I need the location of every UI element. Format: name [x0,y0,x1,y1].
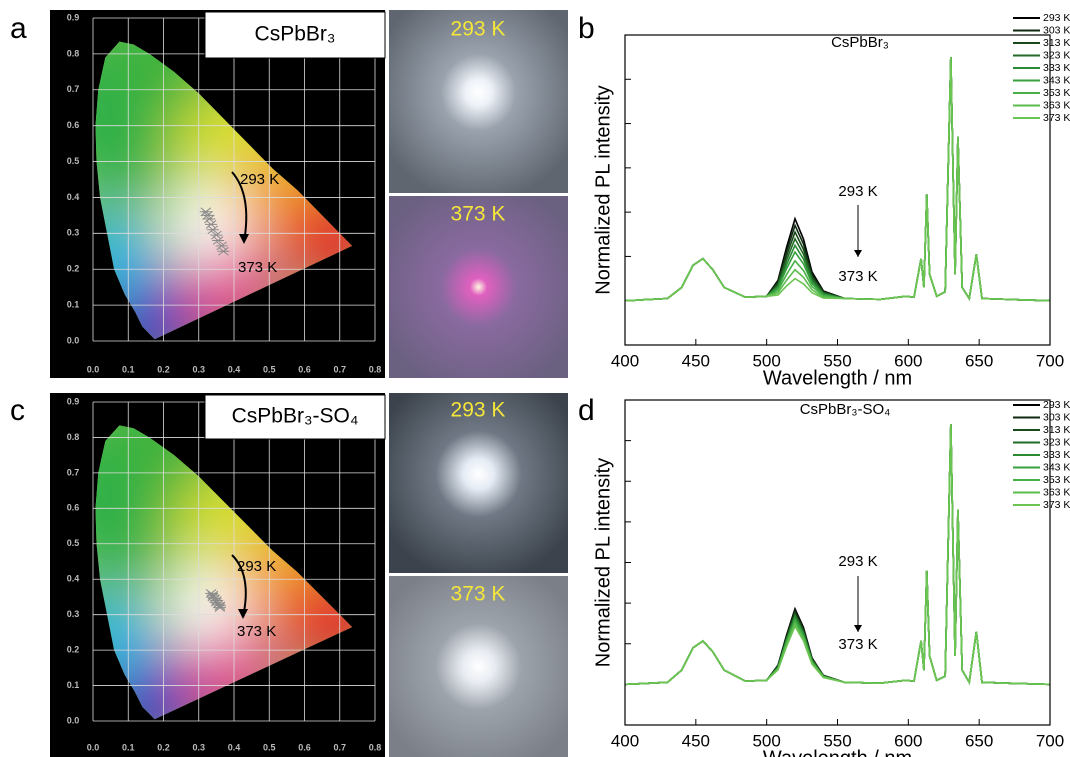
legend-label: 293 K [1043,12,1070,24]
x-tick-label: 0.6 [298,742,311,752]
y-tick-label: 0.6 [67,503,80,513]
legend-label: 313 K [1043,424,1070,436]
legend-label: 323 K [1043,436,1070,448]
x-tick-label: 0.7 [333,364,346,374]
y-tick-label: 0.0 [67,335,80,345]
y-tick-label: 0.8 [67,48,80,58]
x-tick-label: 650 [965,731,993,750]
panel-label: a [10,12,27,45]
chart-title: CsPbBr₃ [255,23,336,46]
y-tick-label: 0.9 [67,396,80,406]
photo-label: 373 K [451,583,506,606]
photo-label: 373 K [451,203,506,226]
x-tick-label: 450 [682,731,710,750]
legend-label: 373 K [1043,112,1070,124]
legend-label: 353 K [1043,87,1070,99]
y-tick-label: 0.2 [67,644,80,654]
legend-label: 303 K [1043,411,1070,423]
panel-label: b [578,12,595,45]
annotation: 293 K [240,171,279,188]
y-tick-label: 0.5 [67,538,80,548]
legend-label: 363 K [1043,99,1070,111]
x-tick-label: 0.3 [192,364,205,374]
legend-label: 373 K [1043,499,1070,511]
x-tick-label: 0.3 [192,742,205,752]
y-tick-label: 0.3 [67,228,80,238]
y-tick-label: 0.9 [67,12,80,22]
legend-label: 343 K [1043,461,1070,473]
y-axis-label: Normalized PL intensity [592,85,614,294]
annotation: 373 K [237,623,276,640]
photo-led [389,10,568,757]
annotation: 293 K [838,183,877,200]
annotation: 293 K [838,553,877,570]
spectrum-line [625,57,1050,301]
x-tick-label: 700 [1036,351,1064,370]
x-tick-label: 0.7 [333,742,346,752]
chart-title: CsPbBr₃-SO₄ [800,401,891,418]
x-tick-label: 0.1 [122,742,135,752]
y-tick-label: 0.7 [67,84,80,94]
y-tick-label: 0.5 [67,156,80,166]
x-tick-label: 0.0 [87,742,100,752]
spectrum-line [625,57,1050,301]
legend-label: 343 K [1043,74,1070,86]
annotation: 373 K [838,636,877,653]
panel-label: d [578,394,595,427]
y-tick-label: 0.4 [67,574,80,584]
x-tick-label: 700 [1036,731,1064,750]
legend-label: 323 K [1043,49,1070,61]
x-tick-label: 0.5 [263,364,276,374]
spectrum-line [625,57,1050,301]
y-tick-label: 0.6 [67,120,80,130]
x-tick-label: 0.2 [157,742,170,752]
spectrum-line [625,57,1050,301]
legend-label: 333 K [1043,62,1070,74]
y-tick-label: 0.1 [67,680,80,690]
x-tick-label: 0.4 [228,742,241,752]
x-tick-label: 0.8 [369,364,382,374]
spectrum-line [625,57,1050,301]
y-tick-label: 0.4 [67,192,80,202]
annotation: 373 K [838,268,877,285]
photo-label: 293 K [451,399,506,422]
spectrum-line [625,57,1050,301]
figure: 293 K 373 K 293 K 373 K a b c d 0.0 0.1 0.… [0,0,1070,757]
x-tick-label: 400 [611,731,639,750]
y-tick-label: 0.2 [67,264,80,274]
legend-label: 313 K [1043,37,1070,49]
x-tick-label: 650 [965,351,993,370]
x-axis-label: Wavelength / nm [763,747,912,757]
y-tick-label: 0.8 [67,432,80,442]
x-tick-label: 0.0 [87,364,100,374]
y-tick-label: 0.1 [67,299,80,309]
x-tick-label: 400 [611,351,639,370]
panel-label: c [10,394,25,427]
x-axis-label: Wavelength / nm [763,367,912,389]
photo-label: 293 K [451,18,506,41]
x-tick-label: 0.6 [298,364,311,374]
arrow-head [854,250,862,257]
spectrum-line [625,57,1050,301]
legend-label: 363 K [1043,486,1070,498]
chart-title: CsPbBr₃-SO₄ [232,405,359,428]
x-tick-label: 0.5 [263,742,276,752]
spectrum-line [625,57,1050,301]
annotation: 293 K [237,558,276,575]
annotation: 373 K [238,259,277,276]
chart-title: CsPbBr₃ [831,34,889,51]
x-tick-label: 0.2 [157,364,170,374]
legend-label: 333 K [1043,449,1070,461]
x-tick-label: 0.1 [122,364,135,374]
y-tick-label: 0.7 [67,467,80,477]
legend-label: 353 K [1043,474,1070,486]
y-axis-label: Normalized PL intensity [592,458,614,667]
y-tick-label: 0.3 [67,609,80,619]
x-tick-label: 450 [682,351,710,370]
spectrum-line [625,57,1050,301]
x-tick-label: 0.8 [369,742,382,752]
x-tick-label: 0.4 [228,364,241,374]
y-tick-label: 0.0 [67,715,80,725]
arrow-head [854,625,862,632]
